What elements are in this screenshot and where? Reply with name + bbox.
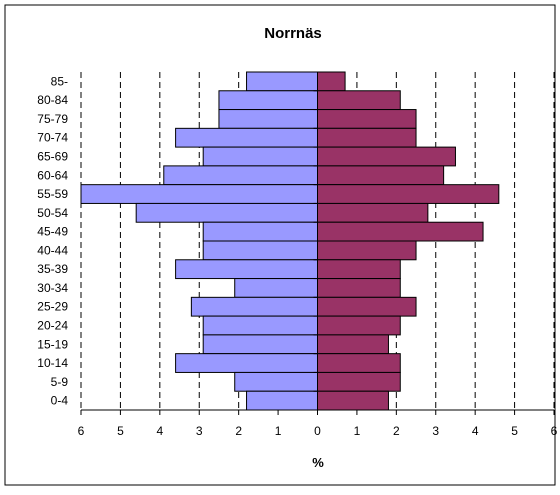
bar-right-65-69	[317, 146, 456, 167]
bar-right-30-34	[317, 278, 401, 298]
bar-right-55-59	[317, 184, 500, 204]
y-tick-labels: 85- 80-84 75-79 70-74 65-69 60-64 55-59 50-54 45…	[37, 74, 68, 407]
x-tick-label: 2	[393, 424, 400, 438]
y-tick-label: 75-79	[37, 112, 68, 126]
bar-left-10-14	[175, 353, 318, 373]
y-tick-label: 5-9	[51, 375, 69, 389]
bar-left-5-9	[234, 371, 319, 392]
y-tick-label: 15-19	[37, 337, 68, 351]
x-tick-label: 1	[354, 424, 361, 438]
bar-right-85-	[317, 71, 346, 92]
bar-left-35-39	[175, 259, 318, 280]
bar-right-60-64	[317, 165, 445, 186]
axes	[80, 71, 555, 415]
bar-right-80-84	[317, 90, 401, 111]
y-tick-label: 20-24	[37, 319, 68, 333]
y-tick-label: 65-69	[37, 150, 68, 164]
x-tick-label: 3	[432, 424, 439, 438]
bar-right-50-54	[317, 202, 429, 223]
x-tick-labels: 6 5 4 3 2 1 0 1 2 3 4 5 6	[78, 424, 558, 438]
x-tick-label: 3	[196, 424, 203, 438]
bar-left-60-64	[163, 165, 318, 186]
y-tick-label: 85-	[51, 74, 68, 88]
bar-right-70-74	[317, 127, 417, 148]
bar-right-40-44	[317, 240, 417, 261]
x-tick-label: 5	[117, 424, 124, 438]
y-tick-label: 45-49	[37, 225, 68, 239]
bar-right-20-24	[317, 315, 401, 336]
bar-left-0-4	[246, 390, 318, 411]
y-tick-label: 70-74	[37, 131, 68, 145]
y-tick-label: 0-4	[51, 394, 69, 408]
bar-left-70-74	[175, 127, 318, 148]
y-tick-label: 35-39	[37, 262, 68, 276]
bars	[80, 71, 500, 411]
bar-left-65-69	[202, 146, 318, 167]
x-tick-label: 4	[472, 424, 479, 438]
y-tick-label: 55-59	[37, 187, 68, 201]
bar-left-85-	[246, 71, 318, 92]
y-tick-label: 50-54	[37, 206, 68, 220]
bar-right-35-39	[317, 259, 401, 280]
bar-left-75-79	[218, 109, 318, 129]
y-tick-label: 10-14	[37, 356, 68, 370]
x-tick-label: 1	[275, 424, 282, 438]
x-tick-label: 2	[235, 424, 242, 438]
bar-left-20-24	[202, 315, 318, 336]
bar-left-55-59	[80, 184, 318, 204]
bar-left-15-19	[202, 334, 318, 355]
bar-right-0-4	[317, 390, 389, 411]
bar-right-15-19	[317, 334, 389, 355]
x-axis-title: %	[312, 455, 324, 470]
x-tick-label: 0	[314, 424, 321, 438]
x-tick-label: 5	[511, 424, 518, 438]
y-tick-label: 60-64	[37, 168, 68, 182]
bar-right-5-9	[317, 371, 401, 392]
bar-left-80-84	[218, 90, 318, 111]
x-tick-label: 6	[78, 424, 85, 438]
bar-left-30-34	[234, 278, 319, 298]
y-tick-label: 30-34	[37, 281, 68, 295]
bar-left-40-44	[202, 240, 318, 261]
bar-left-25-29	[190, 296, 318, 317]
bar-right-25-29	[317, 296, 417, 317]
bar-right-75-79	[317, 109, 417, 129]
bar-right-45-49	[317, 221, 484, 242]
y-tick-label: 25-29	[37, 300, 68, 314]
y-tick-label: 40-44	[37, 243, 68, 257]
bar-right-10-14	[317, 353, 401, 373]
x-tick-label: 6	[551, 424, 558, 438]
y-tick-label: 80-84	[37, 93, 68, 107]
bar-left-45-49	[202, 221, 318, 242]
bar-left-50-54	[135, 202, 318, 223]
x-tick-label: 4	[156, 424, 163, 438]
chart-title: Norrnäs	[264, 25, 322, 42]
